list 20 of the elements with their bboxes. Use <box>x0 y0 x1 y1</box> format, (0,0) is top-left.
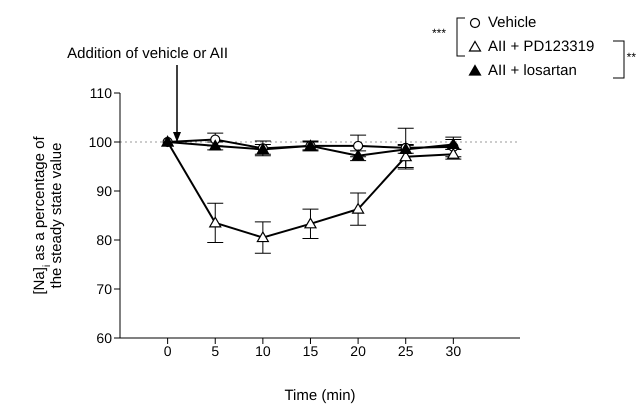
y-tick-label: 110 <box>90 84 112 101</box>
x-tick-label: 20 <box>350 342 366 359</box>
y-tick-label: 100 <box>88 134 112 150</box>
text: *** <box>432 26 446 40</box>
legend-label: Vehicle <box>488 14 536 30</box>
y-tick-label: 80 <box>96 232 112 248</box>
annotation: Addition of vehicle or AII <box>67 45 228 62</box>
x-tick-label: 15 <box>302 342 318 359</box>
legend-label: AII + PD123319 <box>488 38 594 54</box>
legend-label: AII + losartan <box>488 62 577 78</box>
x-axis-title: Time (min) <box>284 387 356 404</box>
text: ** <box>626 50 636 64</box>
y-tick-label: 70 <box>96 280 112 297</box>
x-tick-label: 30 <box>446 342 462 359</box>
x-tick-label: 0 <box>164 342 172 359</box>
x-tick-label: 10 <box>255 342 271 359</box>
x-tick-label: 5 <box>211 342 220 359</box>
x-tick-label: 25 <box>398 342 414 359</box>
y-tick-label: 60 <box>96 330 112 346</box>
y-tick-label: 90 <box>96 182 112 199</box>
